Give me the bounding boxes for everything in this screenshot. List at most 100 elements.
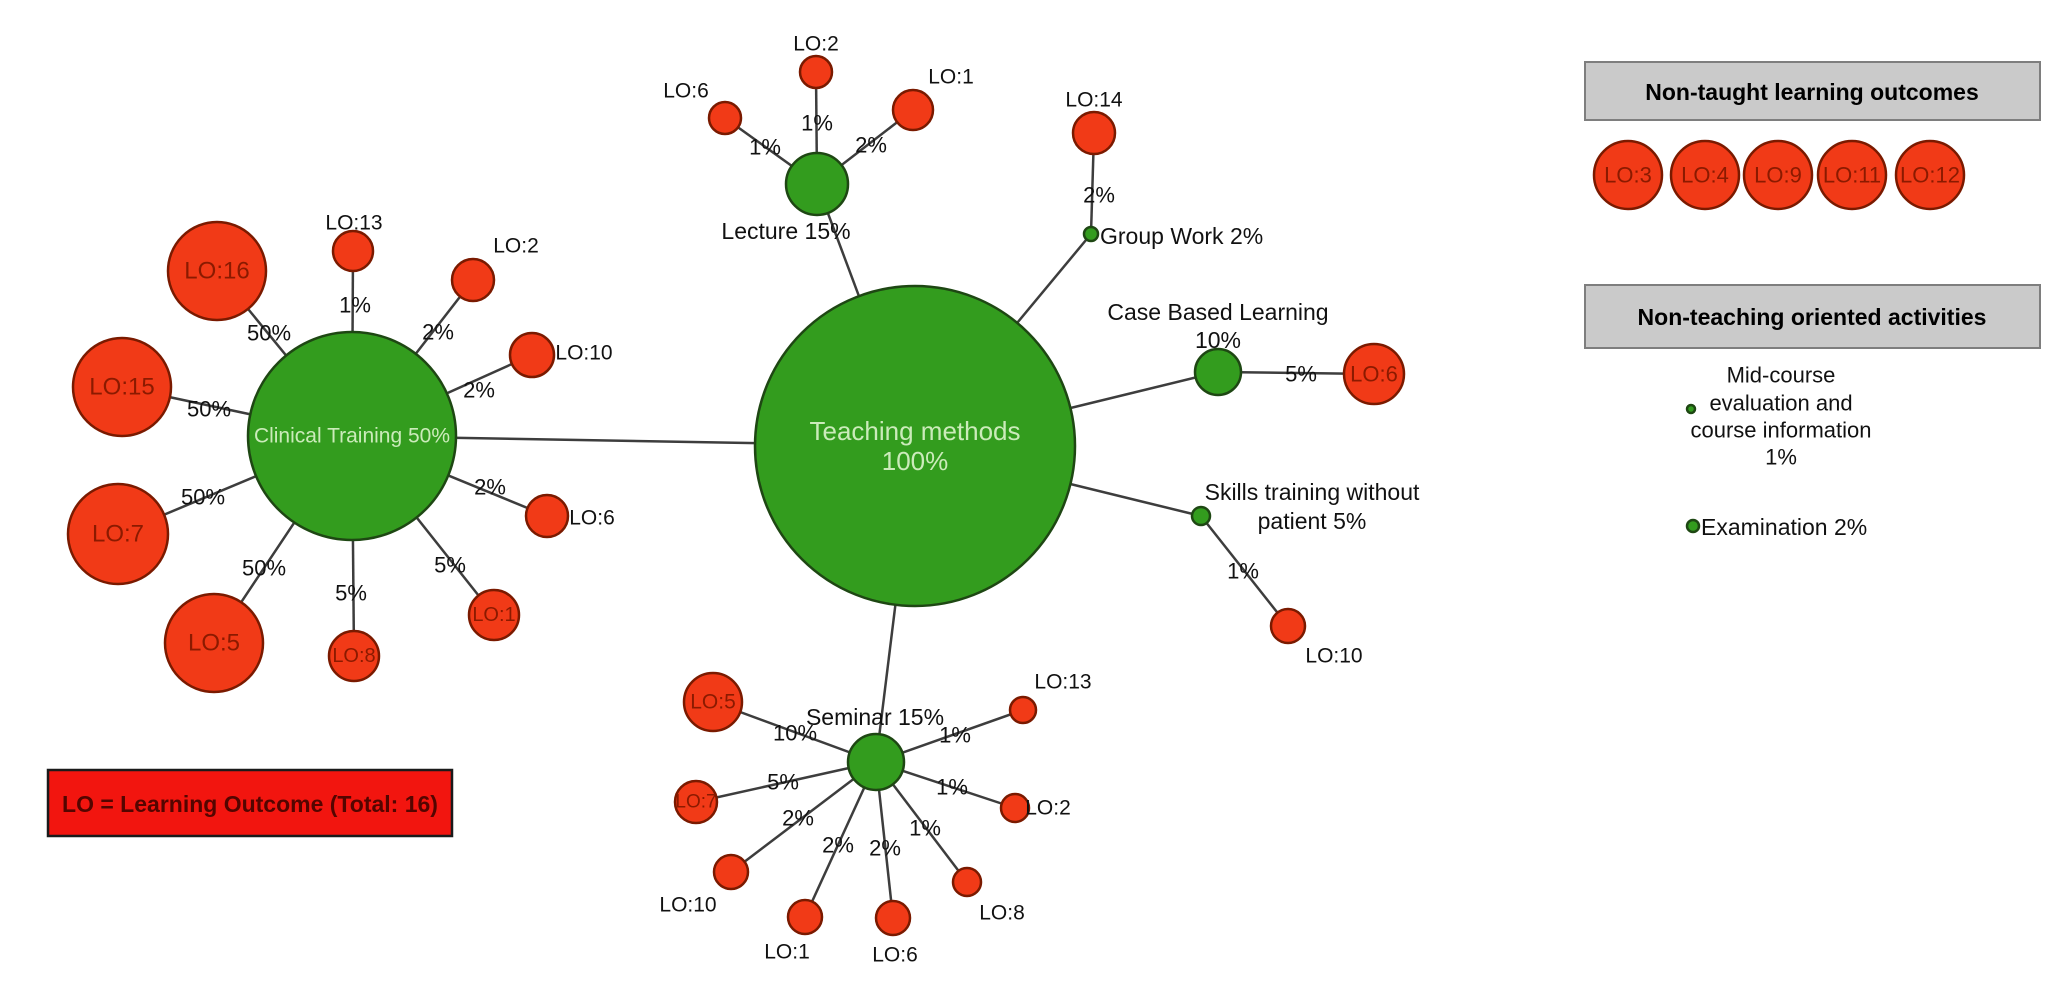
node-inner-label: LO:9 (1754, 163, 1802, 188)
diagram-label: LO:10 (1305, 645, 1362, 668)
diagram-label: LO:1 (764, 941, 810, 964)
method-node-seminar (846, 732, 906, 792)
outcome-node-ct7 (66, 482, 170, 586)
edge-weight-label: 1% (1227, 559, 1259, 584)
diagram-label: LO:6 (872, 944, 918, 967)
outcome-node-sm7 (673, 779, 719, 825)
outcome-node-ct2 (450, 257, 496, 303)
outcome-node-sm8 (951, 866, 983, 898)
outcome-node-sm13 (1008, 695, 1038, 725)
diagram-label: LO:14 (1065, 89, 1123, 112)
outcome-node-ct5 (163, 592, 265, 694)
outcome-node-ct1 (467, 588, 521, 642)
outcome-node-nt3 (1592, 139, 1664, 211)
method-node-skills (1190, 505, 1212, 527)
outcome-node-ct13 (331, 229, 375, 273)
edge-weight-label: 2% (474, 475, 506, 500)
diagram-label: LO:1 (928, 66, 974, 89)
method-node-exam-dot (1685, 518, 1701, 534)
edge-weight-label: 2% (782, 806, 814, 831)
diagram-label: LO:2 (493, 235, 539, 258)
outcome-node-nt12 (1894, 139, 1966, 211)
edge-weight-label: 50% (247, 321, 291, 346)
outcome-node-ct15 (71, 336, 173, 438)
diagram-label: LO:10 (555, 342, 612, 365)
diagram-label: LO:2 (793, 33, 839, 56)
outcome-node-sm6 (874, 899, 912, 937)
diagram-label: Seminar 15% (806, 704, 944, 730)
edge-weight-label: 1% (939, 723, 971, 748)
outcome-node-lo14 (1071, 110, 1117, 156)
diagram-label: LO:8 (979, 902, 1025, 925)
edge-weight-label: 2% (869, 836, 901, 861)
legend-text: LO = Learning Outcome (Total: 16) (62, 791, 438, 817)
node-inner-label: LO:4 (1681, 163, 1729, 188)
method-node-groupwork (1082, 225, 1100, 243)
method-node-clinical (246, 330, 458, 542)
diagram-label: Lecture 15% (721, 218, 850, 244)
edge-weight-label: 5% (335, 581, 367, 606)
diagram-label: LO:6 (569, 507, 615, 530)
node-inner-label: LO:5 (188, 630, 240, 657)
diagram-label: LO:10 (659, 894, 716, 917)
outcome-node-lc2 (798, 54, 834, 90)
outcome-node-nt11 (1816, 139, 1888, 211)
diagram-label: Group Work 2% (1100, 223, 1263, 249)
outcome-node-sm2 (999, 792, 1031, 824)
outcome-node-cbl6 (1342, 342, 1406, 406)
node-inner-label: LO:15 (89, 374, 154, 401)
node-inner-label: LO:3 (1604, 163, 1652, 188)
diagram-label: 1% (1765, 445, 1797, 470)
edge-weight-label: 2% (422, 320, 454, 345)
method-node-lecture (784, 151, 850, 217)
node-inner-label: LO:8 (332, 645, 375, 667)
edge-weight-label: 1% (749, 135, 781, 160)
outcome-node-nt9 (1742, 139, 1814, 211)
diagram-label: LO:6 (663, 80, 709, 103)
edge-seminar-sm7 (695, 760, 877, 804)
edge-weight-label: 5% (1285, 362, 1317, 387)
node-inner-label: LO:11 (1823, 163, 1881, 188)
diagram-label: LO:13 (1034, 671, 1091, 694)
outcome-node-lc1 (891, 88, 935, 132)
outcome-node-ct8 (327, 629, 381, 683)
diagram-label: Mid-course (1727, 363, 1836, 388)
edge-skills-sk10 (1200, 515, 1289, 627)
edge-seminar-sm10 (730, 761, 877, 873)
outcome-node-sm5 (682, 671, 744, 733)
panel-header-title: Non-teaching oriented activities (1638, 304, 1987, 330)
method-node-cbl (1193, 347, 1243, 397)
edge-weight-label: 2% (822, 833, 854, 858)
diagram-label: LO:13 (325, 212, 382, 235)
outcome-node-lc6 (707, 100, 743, 136)
diagram-label: Skills training without (1205, 479, 1420, 505)
outcome-node-nt4 (1669, 139, 1741, 211)
edge-weight-label: 10% (773, 721, 817, 746)
diagram-label: Case Based Learning (1107, 299, 1328, 325)
node-inner-label-line: 100% (882, 446, 949, 476)
edge-weight-label: 5% (767, 770, 799, 795)
panel-header-non-taught (1584, 61, 2041, 121)
node-inner-label: Clinical Training 50% (254, 425, 450, 448)
diagram-label: evaluation and (1709, 391, 1852, 416)
outcome-node-ct6 (524, 493, 570, 539)
panel-header-non-teaching (1584, 284, 2041, 349)
node-inner-label-line: Teaching methods (809, 416, 1020, 446)
edge-weight-label: 1% (339, 293, 371, 318)
diagram-label: patient 5% (1258, 508, 1367, 534)
method-node-midcourse-dot (1685, 403, 1697, 415)
outcome-node-sm1 (786, 898, 824, 936)
outcome-node-ct16 (166, 220, 268, 322)
node-inner-label: LO:7 (92, 521, 144, 548)
node-inner-label: LO:5 (690, 691, 736, 714)
diagram-label: LO:2 (1025, 797, 1071, 820)
node-inner-label: LO:12 (1900, 163, 1960, 188)
edge-weight-label: 2% (855, 133, 887, 158)
edge-weight-label: 50% (187, 397, 231, 422)
node-inner-label: LO:1 (472, 604, 515, 626)
edge-weight-label: 5% (434, 553, 466, 578)
labels-layer: 50% 1% 2% 2% 50% 50% 50% 5% 5% 2% 1% 1% 2% 2% 5% 1% 10% 5… (181, 33, 1872, 967)
outcome-node-sk10 (1269, 607, 1307, 645)
